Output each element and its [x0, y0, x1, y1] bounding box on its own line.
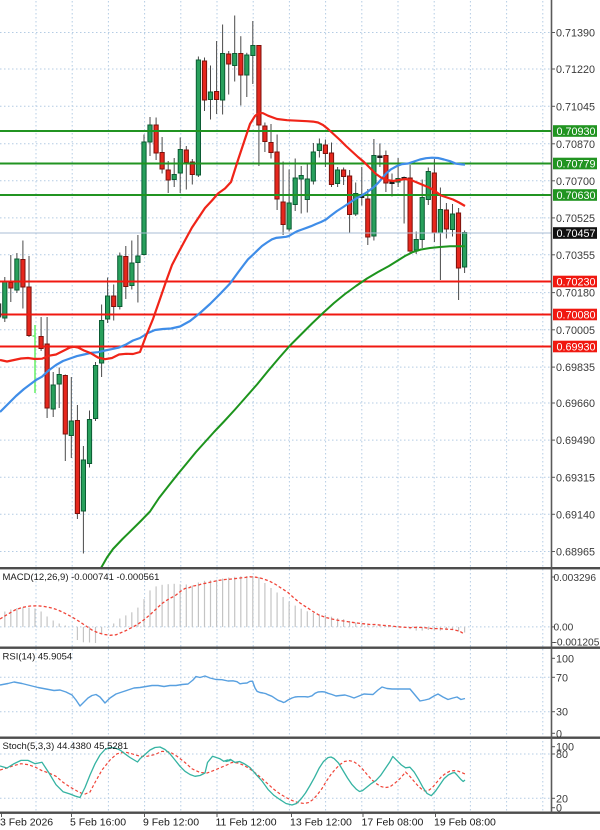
svg-text:11 Feb 12:00: 11 Feb 12:00 — [216, 817, 277, 829]
svg-text:-0.001205: -0.001205 — [554, 638, 600, 649]
svg-text:17 Feb 08:00: 17 Feb 08:00 — [362, 817, 424, 829]
svg-text:0: 0 — [556, 803, 562, 815]
svg-text:0.71390: 0.71390 — [556, 28, 595, 40]
svg-text:100: 100 — [556, 653, 574, 665]
svg-text:0.69660: 0.69660 — [556, 398, 595, 410]
svg-text:MACD(12,26,9) -0.000741 -0.000: MACD(12,26,9) -0.000741 -0.000561 — [3, 572, 160, 583]
svg-text:0.70779: 0.70779 — [557, 159, 596, 171]
svg-text:0.69835: 0.69835 — [556, 362, 595, 374]
svg-text:0.003296: 0.003296 — [554, 573, 597, 584]
svg-text:0.00: 0.00 — [554, 623, 574, 634]
svg-text:70: 70 — [556, 672, 568, 684]
svg-text:9 Feb 12:00: 9 Feb 12:00 — [143, 817, 199, 829]
svg-text:0.70230: 0.70230 — [557, 277, 596, 289]
svg-text:3 Feb 2026: 3 Feb 2026 — [0, 817, 53, 829]
svg-text:0.69315: 0.69315 — [556, 472, 595, 484]
svg-text:13 Feb 12:00: 13 Feb 12:00 — [290, 817, 352, 829]
svg-text:80: 80 — [556, 749, 568, 761]
svg-text:0.70180: 0.70180 — [556, 288, 595, 300]
svg-text:0.70355: 0.70355 — [556, 250, 595, 262]
svg-text:0.69140: 0.69140 — [556, 509, 595, 521]
svg-text:30: 30 — [556, 707, 568, 719]
svg-text:0.69490: 0.69490 — [556, 435, 595, 447]
svg-text:0.68965: 0.68965 — [556, 547, 595, 559]
svg-text:0.69930: 0.69930 — [557, 342, 596, 354]
svg-text:0.70457: 0.70457 — [557, 228, 596, 240]
svg-text:0.70870: 0.70870 — [556, 139, 595, 151]
svg-text:0.71045: 0.71045 — [556, 101, 595, 113]
svg-text:0.71220: 0.71220 — [556, 64, 595, 76]
svg-text:0.70630: 0.70630 — [557, 190, 596, 202]
svg-text:100: 100 — [556, 742, 574, 754]
svg-text:19 Feb 08:00: 19 Feb 08:00 — [434, 817, 496, 829]
svg-text:0.70005: 0.70005 — [556, 325, 595, 337]
svg-text:RSI(14) 45.9054: RSI(14) 45.9054 — [3, 652, 73, 663]
svg-text:5 Feb 16:00: 5 Feb 16:00 — [70, 817, 126, 829]
svg-text:0: 0 — [556, 728, 562, 740]
svg-text:0.70525: 0.70525 — [556, 213, 595, 225]
svg-text:20: 20 — [556, 793, 568, 805]
svg-text:0.70930: 0.70930 — [557, 126, 596, 138]
svg-text:0.70080: 0.70080 — [557, 310, 596, 322]
svg-text:0.70700: 0.70700 — [556, 176, 595, 188]
svg-text:Stoch(5,3,3) 44.4380 45.5281: Stoch(5,3,3) 44.4380 45.5281 — [3, 741, 129, 752]
